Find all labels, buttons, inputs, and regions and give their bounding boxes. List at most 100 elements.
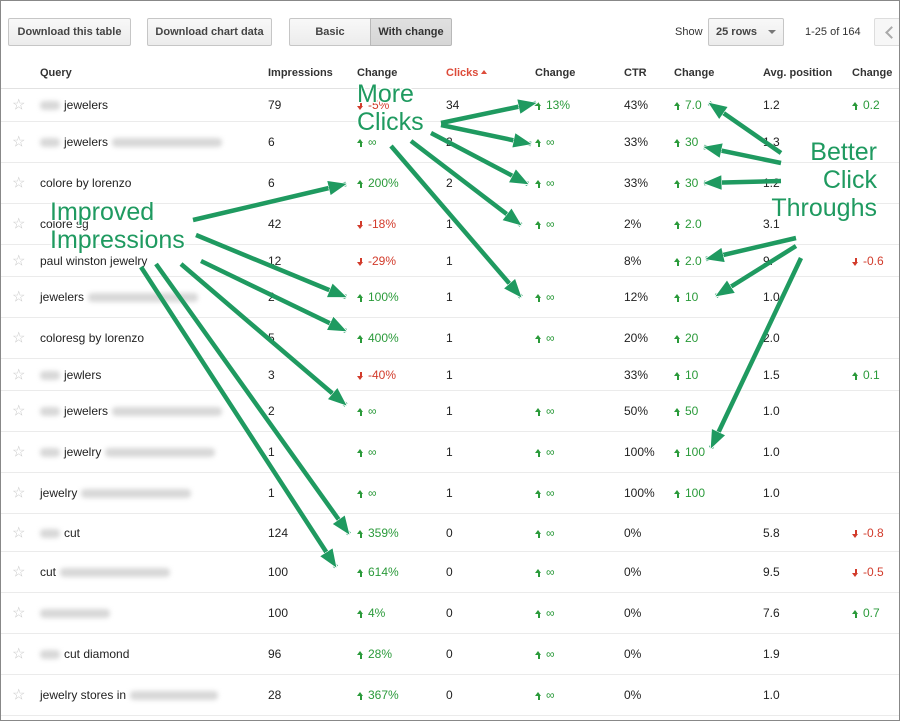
query-cell[interactable]: paul winston jewelry xyxy=(40,254,147,268)
table-row: ☆ coloresg by lorenzo 5 400% 1 ∞ 20% 20 2.0 xyxy=(1,318,899,359)
star-icon[interactable]: ☆ xyxy=(12,174,26,192)
star-icon[interactable]: ☆ xyxy=(12,524,26,541)
ctr-cell: 43% xyxy=(624,98,649,112)
pagination-range: 1-25 of 164 xyxy=(805,26,861,38)
star-icon[interactable]: ☆ xyxy=(12,443,26,461)
view-with-change-button[interactable]: With change xyxy=(370,18,452,46)
column-header-clicks-change[interactable]: Change xyxy=(535,67,576,79)
arrow-up-icon xyxy=(535,294,542,302)
column-header-avg-position[interactable]: Avg. position xyxy=(763,67,833,79)
clicks-change-cell-value: ∞ xyxy=(546,135,555,149)
star-icon[interactable]: ☆ xyxy=(12,215,26,233)
ctr-change-cell-value: 10 xyxy=(685,367,699,382)
query-text: jewelers xyxy=(64,404,109,418)
ctr-change-cell: 10 xyxy=(674,290,698,304)
column-header-impressions[interactable]: Impressions xyxy=(268,67,333,79)
impressions-change-cell-value: ∞ xyxy=(368,135,377,149)
ctr-change-cell: 2.0 xyxy=(674,217,702,231)
query-cell[interactable]: cut diamond xyxy=(40,647,129,661)
ctr-change-cell-value: 7.0 xyxy=(685,98,702,112)
sort-arrow-icon xyxy=(481,70,488,74)
star-icon[interactable]: ☆ xyxy=(12,366,26,383)
clicks-change-cell-value: ∞ xyxy=(546,217,555,231)
column-header-impressions-change[interactable]: Change xyxy=(357,67,398,79)
query-cell[interactable]: jewelers xyxy=(40,135,223,149)
query-cell[interactable]: jewlers xyxy=(40,368,101,382)
query-text: jewelers xyxy=(64,98,109,112)
arrow-up-icon xyxy=(535,651,542,659)
clicks-change-cell-value: ∞ xyxy=(546,688,555,702)
arrow-up-icon xyxy=(674,371,681,380)
clicks-change-cell: ∞ xyxy=(535,404,555,418)
impressions-cell: 100 xyxy=(268,606,289,620)
query-cell[interactable] xyxy=(40,606,114,620)
clicks-change-cell-value: 13% xyxy=(546,98,571,112)
query-text: jewelry stores in xyxy=(40,688,127,702)
rows-per-page-select[interactable]: 25 rows xyxy=(708,18,784,46)
redacted-text xyxy=(40,650,60,659)
download-table-button[interactable]: Download this table xyxy=(8,18,131,46)
impressions-change-cell-value: -40% xyxy=(368,367,397,382)
table-row: ☆ cut 124 359% 0 ∞ 0% 5.8 -0.8 xyxy=(1,514,899,552)
impressions-cell: 96 xyxy=(268,647,282,661)
star-icon[interactable]: ☆ xyxy=(12,563,26,581)
impressions-change-cell-value: 28% xyxy=(368,647,393,661)
rows-per-page-value: 25 rows xyxy=(716,26,757,38)
redacted-text xyxy=(40,101,60,110)
redacted-text xyxy=(40,448,60,457)
star-icon[interactable]: ☆ xyxy=(12,645,26,663)
arrow-down-icon xyxy=(357,257,364,266)
query-cell[interactable]: jewelry xyxy=(40,445,216,459)
clicks-change-cell: ∞ xyxy=(535,486,555,500)
arrow-up-icon xyxy=(357,490,364,498)
column-header-clicks[interactable]: Clicks xyxy=(446,67,488,79)
view-basic-button[interactable]: Basic xyxy=(289,18,371,46)
table-row: ☆ jewelry 1 ∞ 1 ∞ 100% 100 1.0 xyxy=(1,473,899,514)
ctr-change-cell-value: 100 xyxy=(685,486,706,500)
query-text: jewelry xyxy=(40,486,78,500)
star-icon[interactable]: ☆ xyxy=(12,288,26,306)
query-cell[interactable]: jewelers xyxy=(40,404,223,418)
impressions-cell: 100 xyxy=(268,565,289,579)
query-cell[interactable]: jewelry xyxy=(40,486,192,500)
download-chart-data-button[interactable]: Download chart data xyxy=(147,18,272,46)
column-header-ctr-change[interactable]: Change xyxy=(674,67,715,79)
arrow-up-icon xyxy=(852,102,859,110)
impressions-change-cell: ∞ xyxy=(357,135,377,149)
ctr-cell: 0% xyxy=(624,525,642,540)
avg-position-cell: 1.0 xyxy=(763,404,780,418)
impressions-cell: 124 xyxy=(268,525,289,540)
query-cell[interactable]: jewelry stores in xyxy=(40,688,219,702)
column-header-position-change[interactable]: Change xyxy=(852,67,893,79)
position-change-cell-value: -0.5 xyxy=(863,565,884,579)
star-icon[interactable]: ☆ xyxy=(12,96,26,114)
ctr-cell: 33% xyxy=(624,367,649,382)
redacted-text xyxy=(81,489,192,498)
star-icon[interactable]: ☆ xyxy=(12,484,26,502)
clicks-cell: 2 xyxy=(446,135,453,149)
impressions-change-cell-value: -5% xyxy=(368,98,390,112)
query-cell[interactable]: cut xyxy=(40,565,171,579)
query-cell[interactable]: jewelers xyxy=(40,98,108,112)
query-cell[interactable]: jewelers xyxy=(40,290,199,304)
avg-position-cell: 1.3 xyxy=(763,135,780,149)
column-header-ctr[interactable]: CTR xyxy=(624,67,647,79)
star-icon[interactable]: ☆ xyxy=(12,252,26,269)
ctr-change-cell-value: 2.0 xyxy=(685,253,702,268)
column-header-query[interactable]: Query xyxy=(40,67,72,79)
star-icon[interactable]: ☆ xyxy=(12,686,26,704)
star-icon[interactable]: ☆ xyxy=(12,402,26,420)
query-cell[interactable]: cut xyxy=(40,526,80,540)
star-icon[interactable]: ☆ xyxy=(12,329,26,347)
star-icon[interactable]: ☆ xyxy=(12,133,26,151)
query-cell[interactable]: coloresg by lorenzo xyxy=(40,331,144,345)
star-icon[interactable]: ☆ xyxy=(12,604,26,622)
query-cell[interactable]: colore by lorenzo xyxy=(40,176,131,190)
ctr-change-cell: 100 xyxy=(674,486,705,500)
arrow-up-icon xyxy=(357,139,364,147)
previous-page-button[interactable] xyxy=(874,18,899,46)
query-cell[interactable]: colore sg xyxy=(40,217,89,231)
arrow-down-icon xyxy=(357,371,364,380)
clicks-cell: 1 xyxy=(446,486,453,500)
